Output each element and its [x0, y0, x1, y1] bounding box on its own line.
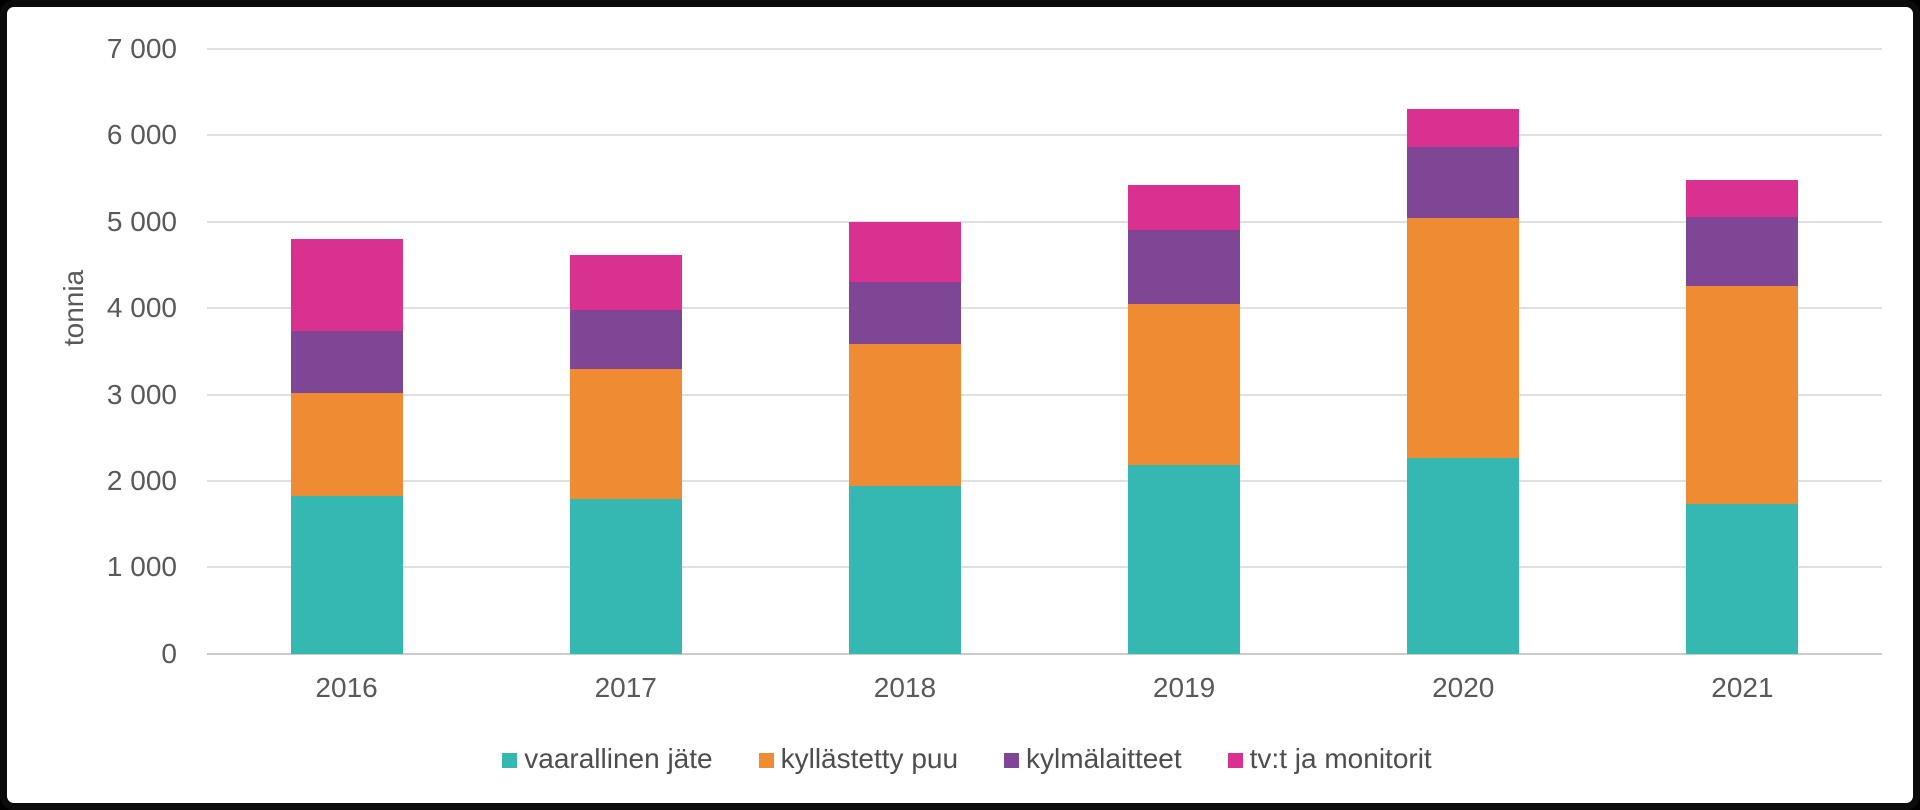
bar-2018-vaarallinen-j-te — [848, 486, 961, 654]
gridline-5000 — [207, 220, 1882, 223]
bar-2016-vaarallinen-j-te — [290, 496, 403, 654]
bar-2021-kyll-stetty-puu — [1686, 285, 1799, 505]
bar-2020-kylm-laitteet — [1407, 147, 1520, 219]
bar-2020-vaarallinen-j-te — [1407, 457, 1520, 654]
legend-item-kylm-laitteet: kylmälaitteet — [1004, 743, 1182, 775]
gridline-1000 — [207, 566, 1882, 569]
x-tick-label-2021: 2021 — [1711, 672, 1774, 703]
gridline-2000 — [207, 479, 1882, 482]
bar-2019-kyll-stetty-puu — [1128, 303, 1241, 465]
y-tick-label-0: 0 — [161, 637, 177, 669]
x-tick-label-2017: 2017 — [594, 672, 657, 703]
legend-marker-kyll-stetty-puu — [758, 752, 774, 768]
gridline-7000 — [207, 48, 1882, 50]
bar-2016-tv-t-ja-monitorit — [290, 239, 403, 332]
bar-2021-vaarallinen-j-te — [1686, 504, 1799, 654]
bar-2016-kyll-stetty-puu — [290, 392, 403, 497]
bar-2020-kyll-stetty-puu — [1407, 218, 1520, 458]
x-tick-label-2018: 2018 — [873, 672, 937, 703]
bar-2018-kylm-laitteet — [848, 282, 961, 345]
legend-label-kylm-laitteet: kylmälaitteet — [1026, 743, 1182, 774]
gridline-6000 — [207, 134, 1882, 137]
bar-2017-tv-t-ja-monitorit — [569, 254, 682, 310]
bar-2016-kylm-laitteet — [290, 331, 403, 393]
legend-label-kyll-stetty-puu: kyllästetty puu — [780, 743, 959, 774]
x-axis-line — [207, 652, 1882, 655]
x-tick-label-2016: 2016 — [315, 672, 378, 703]
y-tick-label-7000: 7 000 — [106, 33, 177, 64]
bar-2019-tv-t-ja-monitorit — [1128, 185, 1241, 231]
y-tick-label-6000: 6 000 — [106, 119, 177, 151]
y-tick-label-4000: 4 000 — [106, 292, 177, 324]
bar-2018-tv-t-ja-monitorit — [848, 221, 961, 283]
bar-2021-tv-t-ja-monitorit — [1686, 180, 1799, 217]
bar-2020-tv-t-ja-monitorit — [1407, 108, 1520, 148]
y-tick-label-2000: 2 000 — [106, 464, 177, 496]
bar-2017-vaarallinen-j-te — [569, 499, 682, 654]
bar-2019-vaarallinen-j-te — [1128, 464, 1241, 654]
legend-label-vaarallinen-j-te: vaarallinen jäte — [524, 743, 713, 774]
x-tick-label-2019: 2019 — [1152, 672, 1216, 703]
x-tick-label-2020: 2020 — [1432, 672, 1495, 703]
gridline-4000 — [207, 307, 1882, 310]
bar-2017-kyll-stetty-puu — [569, 369, 682, 500]
legend-marker-vaarallinen-j-te — [502, 752, 518, 768]
legend-marker-kylm-laitteet — [1004, 752, 1020, 768]
legend-item-tv-t-ja-monitorit: tv:t ja monitorit — [1227, 743, 1432, 775]
legend-item-vaarallinen-j-te: vaarallinen jäte — [502, 743, 713, 775]
legend-item-kyll-stetty-puu: kyllästetty puu — [758, 743, 959, 775]
y-axis-title: tonnia — [58, 269, 89, 347]
y-tick-label-3000: 3 000 — [106, 378, 177, 410]
legend: vaarallinen jäte kyllästetty puu kylmälait… — [7, 743, 1913, 775]
bar-2019-kylm-laitteet — [1128, 230, 1241, 304]
bar-2018-kyll-stetty-puu — [848, 344, 961, 487]
legend-marker-tv-t-ja-monitorit — [1227, 752, 1243, 768]
gridline-3000 — [207, 393, 1882, 396]
y-tick-label-1000: 1 000 — [106, 551, 177, 583]
bar-2021-kylm-laitteet — [1686, 216, 1799, 286]
bar-2017-kylm-laitteet — [569, 309, 682, 370]
legend-label-tv-t-ja-monitorit: tv:t ja monitorit — [1249, 743, 1432, 774]
y-tick-label-5000: 5 000 — [106, 205, 177, 237]
